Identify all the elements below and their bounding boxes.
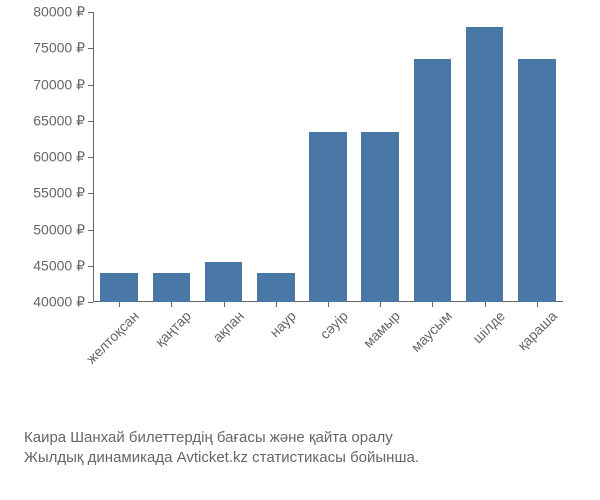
- plot-area: 40000 ₽45000 ₽50000 ₽55000 ₽60000 ₽65000…: [92, 12, 563, 303]
- bar: [153, 273, 191, 302]
- y-tick-label: 60000 ₽: [33, 149, 93, 166]
- x-tick-label: мамыр: [354, 302, 403, 351]
- y-tick-label: 75000 ₽: [33, 40, 93, 57]
- bar: [100, 273, 138, 302]
- bar: [466, 27, 504, 303]
- bar: [205, 262, 243, 302]
- x-tick-label: ақпан: [203, 302, 246, 345]
- y-tick-label: 40000 ₽: [33, 294, 93, 311]
- chart-caption: Каира Шанхай билеттердің бағасы және қай…: [24, 428, 419, 469]
- chart-container: 40000 ₽ 45000 ₽ 50000 ₽ 55000 ₽ 60000 ₽ 65000…: [0, 0, 600, 500]
- bar: [309, 132, 347, 302]
- y-tick-label: 50000 ₽: [33, 221, 93, 238]
- x-tick-label: наур: [261, 302, 299, 340]
- x-tick-label: қаңтар: [147, 302, 195, 350]
- x-tick-label: сәуір: [311, 302, 351, 342]
- bars-group: [93, 12, 563, 302]
- y-tick-mark: [88, 193, 93, 194]
- bar: [414, 59, 452, 302]
- bar: [518, 59, 556, 302]
- x-tick-label: қараша: [509, 302, 560, 353]
- y-tick-mark: [88, 302, 93, 303]
- y-tick-label: 55000 ₽: [33, 185, 93, 202]
- x-tick-label: желтоқсан: [77, 302, 142, 367]
- y-tick-label: 70000 ₽: [33, 76, 93, 93]
- y-tick-mark: [88, 85, 93, 86]
- y-tick-mark: [88, 230, 93, 231]
- y-tick-label: 65000 ₽: [33, 112, 93, 129]
- y-tick-label: 45000 ₽: [33, 257, 93, 274]
- x-tick-label: шілде: [463, 302, 507, 346]
- y-tick-label: 80000 ₽: [33, 4, 93, 21]
- bar: [257, 273, 295, 302]
- y-tick-mark: [88, 266, 93, 267]
- y-tick-mark: [88, 48, 93, 49]
- y-tick-mark: [88, 121, 93, 122]
- x-tick-label: маусым: [403, 302, 456, 355]
- y-tick-mark: [88, 12, 93, 13]
- bar: [361, 132, 399, 302]
- caption-line-1: Каира Шанхай билеттердің бағасы және қай…: [24, 428, 419, 448]
- y-tick-mark: [88, 157, 93, 158]
- caption-line-2: Жылдық динамикада Avticket.kz статистика…: [24, 448, 419, 468]
